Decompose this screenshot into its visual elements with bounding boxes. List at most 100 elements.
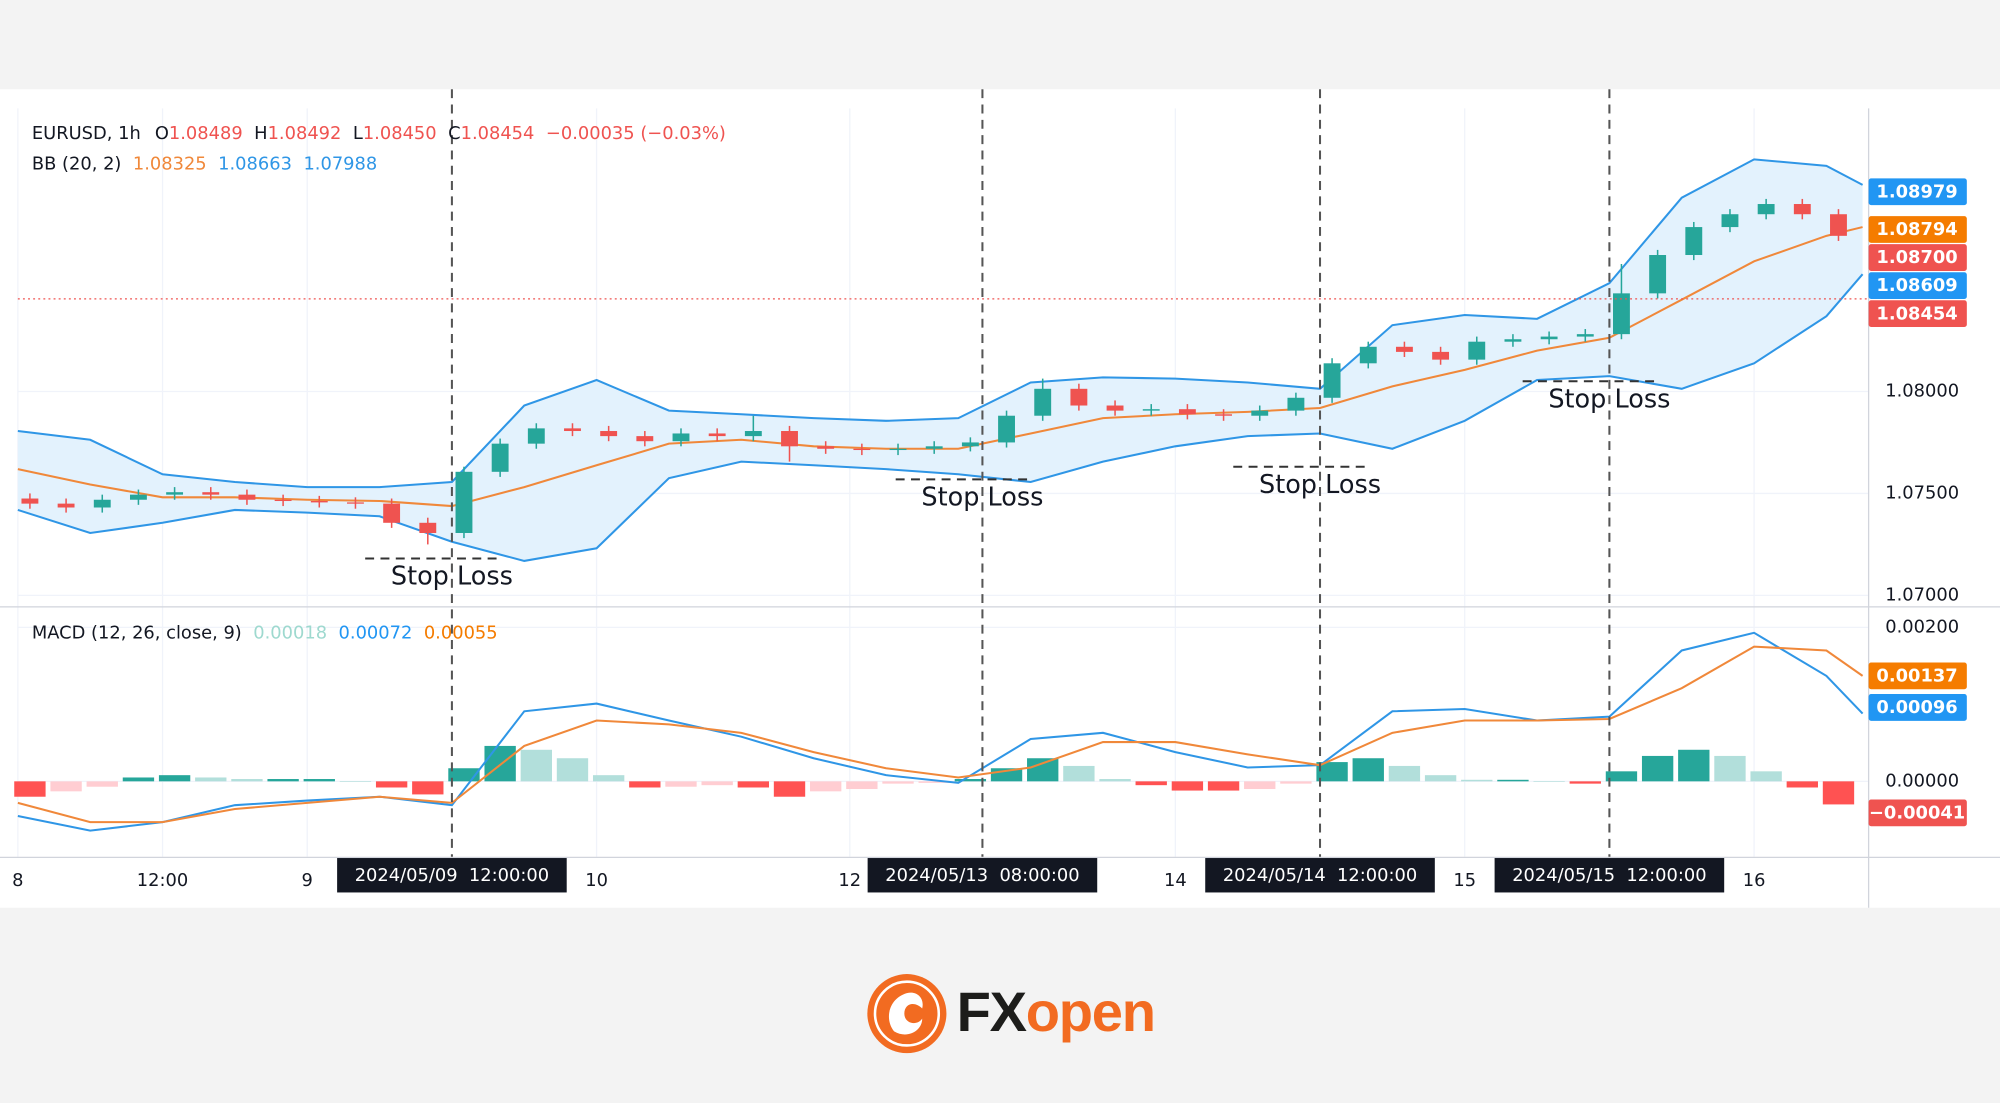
logo-dragon (888, 992, 923, 1035)
candle-body (202, 492, 220, 495)
candle-body (1576, 334, 1594, 337)
legend-key: H (254, 123, 267, 144)
crosshair-label: 2024/05/14 12:00:00 (1223, 865, 1417, 886)
legend-key: O (155, 123, 169, 144)
x-tick-label: 9 (302, 870, 313, 891)
band-line (17, 158, 1864, 489)
histogram-bar (1388, 765, 1421, 782)
histogram-bar (954, 779, 987, 782)
chart-layer: 1.07000 1.07500 1.08000 0.00200 0.00000 8 12:0… (0, 89, 2000, 908)
legend: BB (20, 2) 1.08325 1.08663 1.07988 (32, 153, 377, 174)
histogram-bar (1605, 771, 1638, 782)
candle-body (57, 503, 75, 508)
axis-value-box (1868, 216, 1967, 243)
stop-loss-label: Stop Loss (1259, 470, 1381, 500)
candle-body (564, 428, 581, 432)
y-tick-label: 1.07500 (1885, 482, 1959, 503)
band-line (17, 273, 1864, 562)
crosshair-label-box (867, 858, 1098, 893)
legend-value: 1.08454 (461, 123, 535, 144)
histogram-bar (1786, 781, 1818, 788)
candle-body (1034, 388, 1052, 416)
histogram-bar (375, 781, 408, 788)
candle-body (383, 503, 401, 523)
logo-text: FXopen (957, 980, 1155, 1043)
candle-body (672, 433, 690, 442)
axis-value-label: 1.08794 (1876, 219, 1957, 240)
axis-value-label: 1.08454 (1876, 303, 1957, 324)
axis-value-box (1868, 300, 1967, 328)
legend-key: C (448, 123, 460, 144)
histogram-bar (1063, 765, 1095, 782)
candle-body (1685, 227, 1703, 256)
candle-body (708, 433, 726, 437)
candle-body (1721, 214, 1739, 228)
histogram-bar (303, 779, 335, 782)
axis-value-label: 0.00096 (1876, 697, 1957, 718)
candle-body (1504, 339, 1522, 342)
candle-body (817, 446, 835, 449)
y-tick-label: 1.08000 (1885, 380, 1959, 401)
histogram-bar (773, 781, 806, 797)
axis-value-label: 1.08700 (1876, 247, 1957, 268)
x-tick-label: 8 (12, 870, 23, 891)
candle-body (1830, 214, 1847, 236)
legend-indicator: BB (20, 2) (32, 153, 122, 174)
y-tick-label: 0.00000 (1885, 770, 1959, 791)
candle-body (21, 498, 39, 504)
histogram-bar (50, 781, 82, 792)
axis-value-label: 0.00137 (1876, 666, 1957, 687)
y-tick-label: 1.07000 (1885, 584, 1959, 605)
candle-body (1649, 255, 1667, 294)
crosshair-label-box (1205, 858, 1435, 893)
candle-body (744, 431, 762, 437)
candle-body (889, 448, 907, 451)
histogram-bar (1280, 781, 1312, 784)
histogram-bar (1533, 781, 1565, 782)
candle-body (925, 446, 943, 449)
axis-value-label: −0.00041 (1869, 803, 1965, 824)
axis-value-label: 1.08609 (1876, 275, 1957, 296)
histogram-bar (520, 749, 552, 782)
histogram-bar (86, 781, 118, 787)
candle-body (1178, 409, 1196, 415)
x-tick-label: 16 (1743, 870, 1766, 891)
logo-fx: FX (957, 980, 1027, 1043)
candle-body (1540, 336, 1558, 340)
candle-body (998, 415, 1015, 443)
histogram-bar (1316, 762, 1348, 782)
histogram-bar (737, 781, 770, 788)
x-tick-label: 10 (585, 870, 608, 891)
candle-body (1215, 414, 1233, 416)
macd-line (17, 645, 1864, 824)
x-tick-label: 14 (1164, 870, 1187, 891)
legend: MACD (12, 26, close, 9) 0.00018 0.00072 0.0… (32, 623, 498, 644)
candle-body (491, 443, 509, 472)
candle-body (419, 522, 437, 533)
candle-body (347, 502, 364, 504)
legend-value: 0.00018 (253, 623, 327, 644)
x-tick-label: 15 (1453, 870, 1476, 891)
legend-value: 0.00072 (339, 623, 413, 644)
crosshair-label: 2024/05/13 08:00:00 (885, 865, 1079, 886)
axis-value-box (1868, 799, 1967, 827)
crosshair-label-box (337, 858, 567, 893)
legend-value: 0.00055 (424, 623, 498, 644)
legend-symbol: EURUSD, 1h (32, 123, 141, 144)
histogram-bar (882, 781, 914, 784)
x-tick-label: 12:00 (137, 870, 188, 891)
stop-loss-label: Stop Loss (391, 562, 513, 592)
histogram-bar (267, 779, 299, 782)
candle-body (238, 494, 256, 500)
histogram-bar (846, 781, 878, 790)
histogram-bar (810, 781, 842, 792)
histogram-bar (158, 775, 191, 782)
candle-body (455, 471, 473, 533)
axis-value-box (1868, 272, 1967, 300)
candle-body (1287, 397, 1305, 411)
stop-loss-label: Stop Loss (1548, 384, 1670, 414)
candle-body (1106, 405, 1124, 411)
logo (867, 974, 947, 1054)
axis-value-box (1868, 178, 1967, 206)
histogram-bar (1641, 755, 1674, 782)
